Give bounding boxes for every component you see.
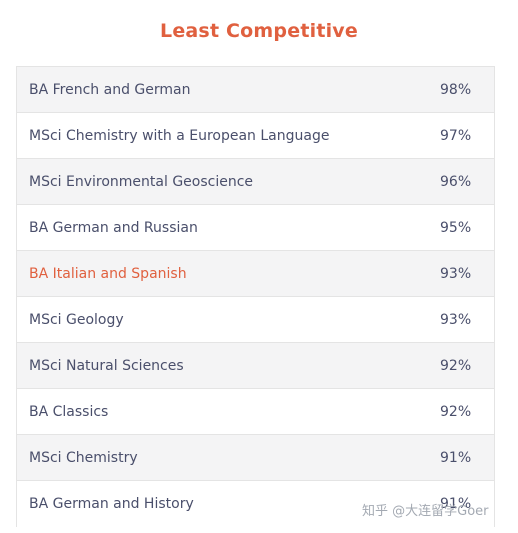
- table-row: MSci Geology 93%: [16, 297, 495, 343]
- offer-rate: 91%: [440, 496, 472, 512]
- course-name: BA French and German: [29, 81, 191, 98]
- course-name: BA German and History: [29, 496, 194, 512]
- offer-rate: 96%: [440, 173, 472, 190]
- course-name: MSci Chemistry: [29, 449, 138, 466]
- table-row: BA German and History 91%: [16, 481, 495, 527]
- table-row: BA German and Russian 95%: [16, 205, 495, 251]
- table-row: MSci Chemistry 91%: [16, 435, 495, 481]
- table-row: BA French and German 98%: [16, 67, 495, 113]
- offer-rate: 93%: [440, 265, 472, 282]
- offer-rate: 95%: [440, 219, 472, 236]
- course-name: BA Classics: [29, 403, 109, 420]
- table-row: BA Classics 92%: [16, 389, 495, 435]
- course-name: MSci Geology: [29, 311, 124, 328]
- table-row-highlighted: BA Italian and Spanish 93%: [16, 251, 495, 297]
- offer-rate: 93%: [440, 311, 472, 328]
- table-row: MSci Environmental Geoscience 96%: [16, 159, 495, 205]
- table-row: MSci Chemistry with a European Language …: [16, 113, 495, 159]
- offer-rate: 97%: [440, 127, 472, 144]
- watermark-text: 知乎 @大连留学Goer: [362, 504, 489, 519]
- offer-rate: 98%: [440, 81, 472, 98]
- course-name: MSci Environmental Geoscience: [29, 173, 254, 190]
- table-row: MSci Natural Sciences 92%: [16, 343, 495, 389]
- table-title: Least Competitive: [160, 20, 358, 42]
- competition-table: BA French and German 98% MSci Chemistry …: [16, 66, 495, 527]
- course-name: BA German and Russian: [29, 219, 198, 236]
- offer-rate: 92%: [440, 357, 472, 374]
- offer-rate: 92%: [440, 403, 472, 420]
- offer-rate: 91%: [440, 449, 472, 466]
- course-name: MSci Chemistry with a European Language: [29, 127, 330, 144]
- course-name: MSci Natural Sciences: [29, 357, 184, 374]
- course-name: BA Italian and Spanish: [29, 265, 187, 282]
